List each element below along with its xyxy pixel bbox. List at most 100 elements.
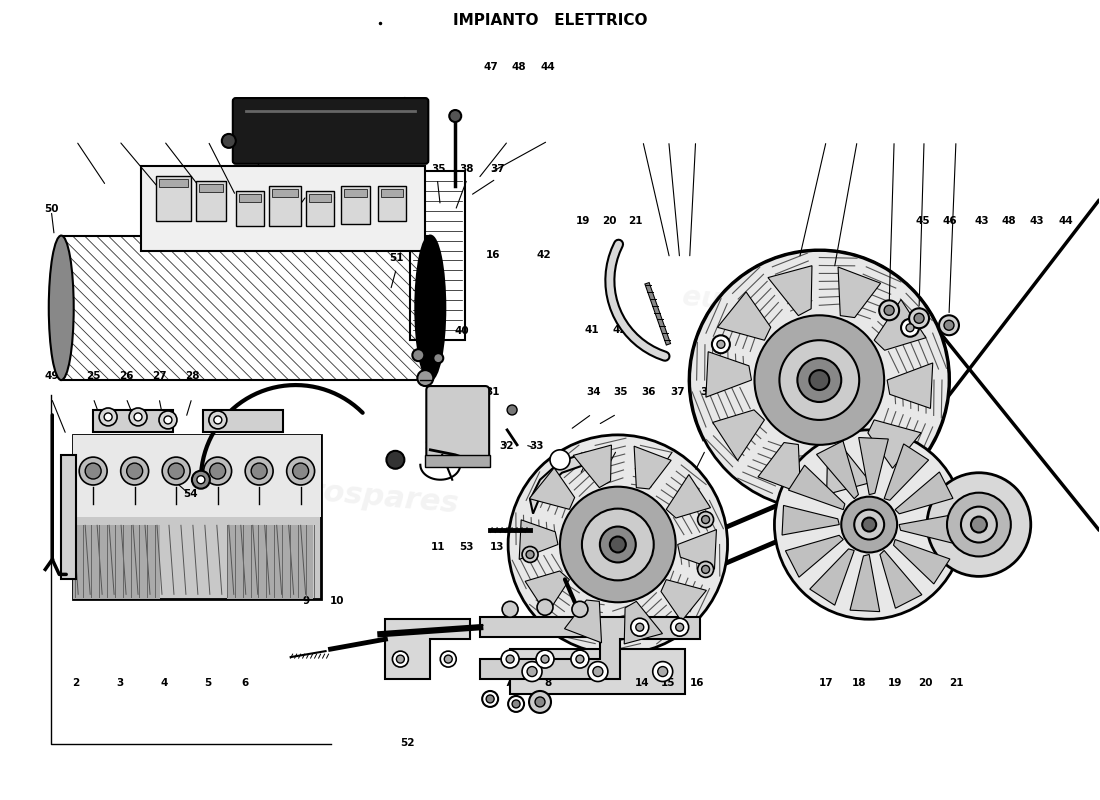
Bar (227, 526, 314, 599)
Bar (74, 435, 320, 599)
Polygon shape (624, 602, 662, 644)
Text: 37: 37 (670, 387, 684, 397)
Circle shape (412, 349, 425, 361)
Polygon shape (884, 444, 928, 500)
Circle shape (780, 340, 859, 420)
Bar (306, 190, 333, 226)
Circle shape (571, 650, 588, 668)
Circle shape (440, 651, 456, 667)
Circle shape (251, 463, 267, 479)
Text: 36: 36 (641, 387, 656, 397)
Polygon shape (717, 292, 771, 340)
Bar (199, 184, 223, 192)
Text: 2: 2 (73, 678, 79, 688)
Polygon shape (706, 352, 751, 397)
Polygon shape (893, 539, 950, 584)
Text: 14: 14 (635, 678, 649, 688)
Circle shape (550, 450, 570, 470)
Text: 26: 26 (119, 371, 134, 381)
Text: 16: 16 (690, 678, 704, 688)
Circle shape (697, 562, 714, 578)
Circle shape (697, 512, 714, 527)
Circle shape (449, 110, 461, 122)
Circle shape (609, 537, 626, 553)
Text: 8: 8 (544, 678, 551, 688)
Text: 50: 50 (45, 204, 59, 214)
Circle shape (507, 405, 517, 415)
Circle shape (535, 697, 544, 707)
Circle shape (702, 566, 710, 574)
Text: 13: 13 (491, 542, 505, 553)
Text: 46: 46 (942, 217, 957, 226)
Circle shape (944, 320, 954, 330)
Text: IMPIANTO   ELETTRICO: IMPIANTO ELETTRICO (453, 14, 647, 28)
Text: 19: 19 (888, 678, 902, 688)
Bar (196, 181, 225, 221)
Circle shape (508, 696, 524, 712)
Text: 19: 19 (575, 217, 590, 226)
Circle shape (658, 666, 668, 677)
Circle shape (417, 370, 433, 386)
Bar (382, 189, 404, 197)
Circle shape (134, 413, 142, 421)
Text: 42: 42 (613, 325, 627, 335)
Circle shape (536, 650, 554, 668)
Polygon shape (529, 468, 574, 510)
Circle shape (529, 691, 551, 713)
Circle shape (482, 691, 498, 707)
Bar (74, 526, 160, 599)
Polygon shape (530, 450, 609, 514)
Circle shape (671, 618, 689, 636)
Polygon shape (525, 571, 570, 614)
Polygon shape (519, 520, 558, 559)
Text: 17: 17 (820, 678, 834, 688)
Circle shape (593, 666, 603, 677)
Text: eurospares: eurospares (266, 473, 461, 518)
Circle shape (293, 463, 309, 479)
Circle shape (502, 650, 519, 668)
Polygon shape (768, 266, 812, 316)
Circle shape (798, 358, 842, 402)
Circle shape (513, 700, 520, 708)
Polygon shape (895, 472, 953, 514)
Circle shape (855, 510, 884, 539)
Bar (410, 170, 465, 340)
Circle shape (502, 602, 518, 618)
Bar (268, 186, 300, 226)
Circle shape (560, 486, 675, 602)
Circle shape (909, 308, 929, 328)
Text: 34: 34 (586, 387, 602, 397)
Text: 48: 48 (512, 62, 527, 72)
Bar (343, 189, 367, 197)
Text: 49: 49 (45, 371, 59, 381)
Text: 43: 43 (975, 217, 990, 226)
Circle shape (213, 416, 222, 424)
Text: 22: 22 (425, 442, 439, 451)
Bar (156, 176, 191, 221)
Circle shape (191, 470, 210, 489)
Circle shape (121, 457, 148, 485)
Circle shape (576, 655, 584, 663)
Circle shape (842, 497, 898, 553)
Text: 33: 33 (529, 442, 544, 451)
Text: 21: 21 (948, 678, 964, 688)
Circle shape (522, 662, 542, 682)
Circle shape (810, 370, 829, 390)
Circle shape (690, 250, 949, 510)
Circle shape (526, 550, 534, 558)
Text: 31: 31 (486, 387, 500, 397)
Text: 40: 40 (455, 326, 470, 337)
Bar (272, 189, 298, 197)
Circle shape (862, 518, 877, 531)
Polygon shape (573, 445, 612, 488)
Circle shape (901, 318, 918, 337)
Polygon shape (678, 530, 716, 569)
Text: 10: 10 (330, 596, 344, 606)
Text: 23: 23 (455, 442, 470, 451)
Circle shape (197, 476, 205, 484)
Circle shape (396, 655, 405, 663)
Circle shape (600, 526, 636, 562)
Polygon shape (827, 445, 871, 494)
Circle shape (506, 655, 514, 663)
Circle shape (879, 300, 899, 320)
